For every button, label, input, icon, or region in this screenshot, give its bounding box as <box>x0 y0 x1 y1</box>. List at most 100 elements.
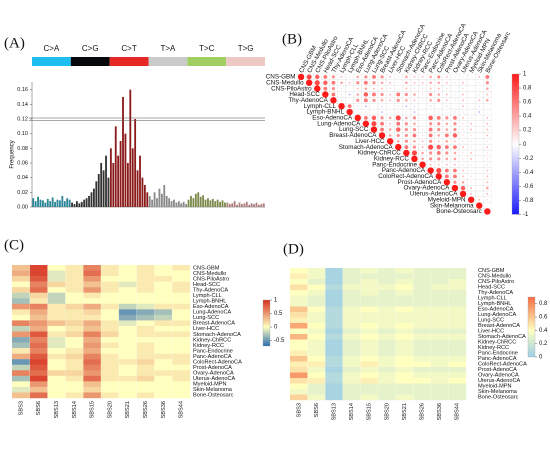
corr-dot <box>470 175 472 178</box>
heat-cell <box>290 279 308 285</box>
heat-cell <box>118 298 137 304</box>
heat-cell <box>47 337 66 343</box>
heat-cell <box>118 342 137 349</box>
corr-dot <box>388 128 392 131</box>
heat-cell <box>172 337 191 343</box>
heat-cell <box>307 306 326 313</box>
colorbar-tick-label: 0.2 <box>523 128 532 134</box>
bar <box>190 196 192 207</box>
group-label: T>G <box>238 44 254 53</box>
corr-dot <box>470 117 472 119</box>
heat-cell <box>29 309 48 316</box>
corr-dot <box>462 123 464 125</box>
y-tick-label: 0.14 <box>17 102 28 108</box>
heat-cell <box>290 295 308 302</box>
corr-dot <box>314 80 320 86</box>
bar <box>148 196 151 207</box>
heat-cell <box>342 306 361 313</box>
heat-cell <box>172 320 191 327</box>
corr-dot <box>485 81 489 85</box>
corr-dot <box>428 115 433 121</box>
corr-dot <box>331 75 336 79</box>
heat-cell <box>47 265 66 271</box>
heat-cell <box>325 284 343 291</box>
heat-cell <box>83 353 102 360</box>
group-band <box>148 57 188 66</box>
heat-cell <box>413 345 431 351</box>
bar <box>134 119 137 207</box>
corr-dot <box>404 133 408 138</box>
colorbar-tick-label: 0 <box>523 142 527 148</box>
heat-cell <box>325 279 343 285</box>
heat-cell <box>172 309 191 316</box>
bar <box>63 201 66 207</box>
column-label: SBS44 <box>179 401 185 418</box>
corr-dot <box>445 116 449 120</box>
corr-dot <box>405 111 407 113</box>
heat-cell <box>448 290 467 296</box>
heat-cell <box>290 350 308 357</box>
corr-dot <box>478 88 480 90</box>
heat-cell <box>47 292 66 299</box>
row-label: Stomach-AdenoCA <box>339 144 394 151</box>
row-label: Panc-AdenoCA <box>478 356 517 362</box>
heat-cell <box>378 389 396 395</box>
corr-dot <box>444 133 449 138</box>
row-label: ColoRect-AdenoCA <box>193 359 242 365</box>
corr-dot <box>454 111 456 113</box>
bar <box>88 196 90 207</box>
bar <box>214 201 217 207</box>
heat-cell <box>118 348 137 354</box>
heat-cell <box>307 356 326 362</box>
y-axis-title: Frequency <box>10 140 16 168</box>
row-label: Breast-AdenoCA <box>193 321 235 327</box>
heat-cell <box>136 265 155 271</box>
bar <box>95 181 98 207</box>
corr-dot <box>397 76 399 78</box>
colorbar-tick-label: -0.2 <box>523 156 534 162</box>
heat-cell <box>101 314 119 321</box>
heat-cell <box>12 303 30 310</box>
heat-cell <box>342 328 361 335</box>
corr-dot <box>396 98 400 102</box>
heat-cell <box>154 292 173 299</box>
heat-cell <box>342 356 361 362</box>
colorbar <box>511 73 520 215</box>
corr-dot <box>486 87 489 90</box>
heat-cell <box>430 323 449 329</box>
heat-cell <box>118 331 137 338</box>
heat-cell <box>12 325 30 332</box>
heat-cell <box>29 292 48 299</box>
heat-cell <box>154 298 173 304</box>
corr-dot <box>470 192 473 195</box>
heat-cell <box>101 359 119 365</box>
corr-dot <box>397 88 399 90</box>
heat-cell <box>307 284 326 291</box>
heat-cell <box>325 268 343 274</box>
corr-dot <box>373 105 375 107</box>
corr-dot <box>451 184 459 192</box>
heat-cell <box>101 281 119 288</box>
heat-cell <box>448 295 467 302</box>
colorbar-tick-label: 0.4 <box>523 114 532 120</box>
heat-cell <box>154 337 173 343</box>
corr-dot <box>478 170 480 171</box>
bar <box>112 163 115 207</box>
heat-cell <box>448 279 467 285</box>
heat-cell <box>430 356 449 362</box>
heat-cell <box>154 325 173 332</box>
corr-dot <box>470 99 472 101</box>
heat-cell <box>12 309 30 316</box>
heat-cell <box>378 378 396 384</box>
heat-cell <box>154 381 173 388</box>
corr-dot <box>462 140 464 142</box>
colorbar-tick-label: 0 <box>274 325 278 331</box>
heat-cell <box>342 350 361 357</box>
colorbar-tick-label: -1 <box>523 212 529 218</box>
corr-dot <box>436 144 441 150</box>
column-label: SBS20 <box>107 401 113 418</box>
heat-cell <box>83 309 102 316</box>
heat-cell <box>172 276 191 282</box>
corr-dot <box>380 75 384 79</box>
group-band <box>32 57 71 66</box>
